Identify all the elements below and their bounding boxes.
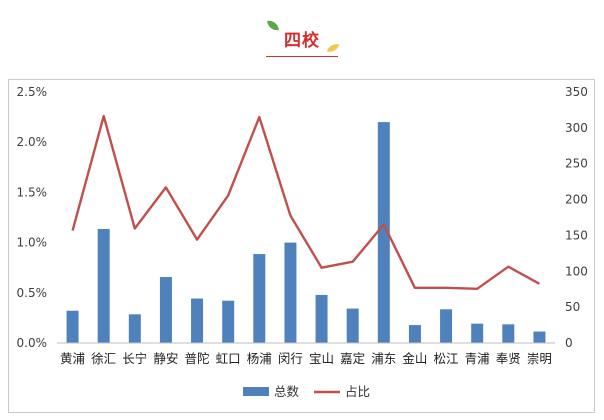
left-axis-tick-label: 1.0% (17, 236, 48, 250)
category-label: 浦东 (371, 351, 396, 366)
chart-header: 四校 (0, 0, 604, 70)
category-label: 静安 (153, 351, 178, 366)
category-label: 虹口 (216, 351, 241, 366)
left-axis-tick-label: 2.0% (17, 135, 48, 149)
right-axis-tick-label: 350 (565, 85, 588, 99)
left-axis-ticks: 0.0% 0.5% 1.0% 1.5% 2.0% 2.5% (17, 85, 48, 350)
bar (502, 324, 515, 343)
bar (159, 277, 172, 343)
category-label: 崇明 (527, 351, 552, 366)
category-label: 闵行 (278, 351, 303, 366)
bar (315, 294, 328, 343)
right-axis-tick-label: 100 (565, 264, 588, 278)
title-underline (266, 56, 338, 57)
legend: 总数 占比 (243, 384, 370, 399)
line-series (71, 114, 540, 290)
category-label: 黄浦 (60, 351, 85, 366)
right-axis-tick-label: 50 (565, 300, 580, 314)
left-axis-tick-label: 0.5% (17, 286, 48, 300)
legend-swatch-bar (243, 387, 269, 396)
category-label: 长宁 (122, 351, 147, 366)
bar (471, 323, 484, 343)
bar (128, 314, 141, 343)
right-axis-tick-label: 0 (565, 336, 573, 350)
bar (377, 122, 390, 344)
category-labels: 黄浦 徐汇 长宁 静安 普陀 虹口 杨浦 闵行 宝山 嘉定 浦东 金山 松江 青浦 奉贤 崇明 (60, 351, 552, 366)
bar (66, 310, 79, 343)
bar (191, 298, 204, 343)
legend-label-line: 占比 (345, 384, 370, 399)
right-axis-tick-label: 150 (565, 228, 588, 242)
category-label: 青浦 (465, 351, 490, 366)
right-axis-tick-label: 250 (565, 157, 588, 171)
right-axis-tick-label: 300 (565, 121, 588, 135)
bar (533, 331, 546, 343)
chart-frame (8, 79, 595, 413)
bar (97, 228, 110, 343)
bar-series (66, 122, 546, 344)
right-axis-tick-label: 200 (565, 193, 588, 207)
category-label: 金山 (402, 351, 427, 366)
chart-title: 四校 (284, 31, 320, 51)
bar (346, 308, 359, 343)
left-axis-tick-label: 2.5% (17, 85, 48, 99)
category-label: 松江 (434, 351, 459, 366)
left-axis-tick-label: 1.5% (17, 185, 48, 199)
bar (408, 325, 421, 343)
category-label: 宝山 (309, 351, 334, 366)
legend-label-bar: 总数 (274, 384, 300, 399)
bar (222, 300, 235, 343)
bar (440, 309, 453, 343)
category-label: 嘉定 (340, 351, 365, 366)
bar (253, 254, 266, 343)
category-label: 普陀 (185, 351, 210, 366)
bar (284, 242, 297, 343)
left-axis-tick-label: 0.0% (17, 336, 48, 350)
category-label: 奉贤 (496, 351, 521, 366)
category-label: 杨浦 (247, 351, 272, 366)
right-axis-ticks: 0 50 100 150 200 250 300 350 (565, 85, 588, 350)
category-label: 徐汇 (91, 351, 116, 366)
